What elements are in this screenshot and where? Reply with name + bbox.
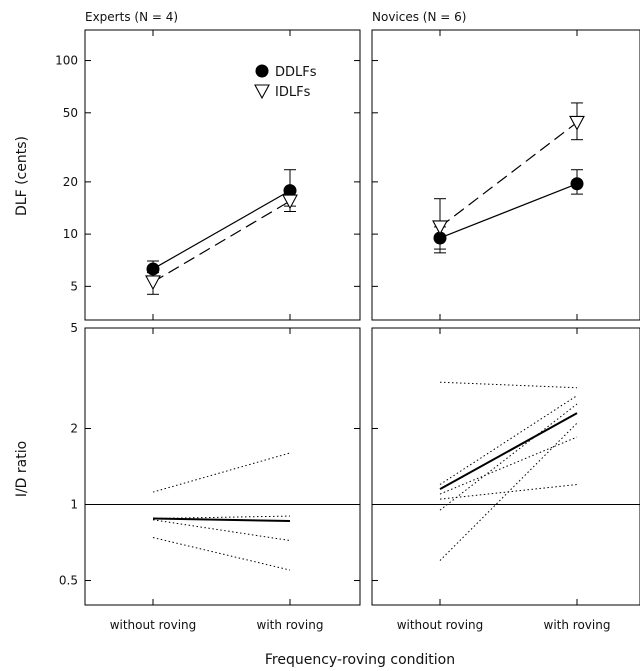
x-tick-label-left-2: with roving xyxy=(257,618,324,632)
legend-marker-ddlfs xyxy=(255,64,269,78)
top-ytick-label-2: 20 xyxy=(63,175,78,189)
x-axis-label: Frequency-roving condition xyxy=(265,652,455,668)
individual-line-1-5 xyxy=(439,422,578,561)
legend-marker-idlfs xyxy=(254,84,270,100)
line-idlfs-panel-1 xyxy=(439,121,578,228)
individual-line-1-2 xyxy=(439,436,578,495)
point-idlfs-1-0 xyxy=(432,220,448,236)
point-idlfs-0-0 xyxy=(145,275,161,291)
legend-label-ddlfs: DDLFs xyxy=(275,65,317,80)
top-ytick-label-3: 50 xyxy=(63,106,78,120)
point-idlfs-1-1 xyxy=(569,115,585,131)
y-axis-label-top: DLF (cents) xyxy=(14,136,30,216)
bottom-ytick-label-2: 2 xyxy=(70,421,78,435)
mean-line-1 xyxy=(439,412,578,491)
panel-frame-bottom-right xyxy=(371,327,640,606)
top-ytick-label-4: 100 xyxy=(55,54,78,68)
point-idlfs-0-1 xyxy=(282,194,298,210)
bottom-ytick-label-3: 5 xyxy=(70,321,78,335)
panel-frame-bottom-left xyxy=(84,327,361,606)
individual-line-1-4 xyxy=(439,403,578,511)
plot-layer: 5 10 20 50 100 0.5 1 2 5 DDLFs IDLFs xyxy=(55,29,640,606)
individual-line-0-0 xyxy=(152,452,291,493)
bottom-ytick-label-0: 0.5 xyxy=(59,574,78,588)
mean-line-0 xyxy=(152,517,291,523)
point-ddlfs-0-1 xyxy=(283,184,297,198)
point-ddlfs-1-0 xyxy=(433,231,447,245)
individual-line-1-1 xyxy=(439,395,578,485)
panel-title-novices: Novices (N = 6) xyxy=(372,10,466,24)
individual-line-0-2 xyxy=(152,515,291,520)
panel-title-experts: Experts (N = 4) xyxy=(85,10,178,24)
line-ddlfs-panel-0 xyxy=(152,190,291,270)
individual-line-1-0 xyxy=(439,381,578,389)
y-axis-label-bottom: I/D ratio xyxy=(14,441,30,497)
point-ddlfs-1-1 xyxy=(570,177,584,191)
individual-line-0-3 xyxy=(152,537,291,571)
line-ddlfs-panel-1 xyxy=(439,183,578,239)
panel-frame-top-left xyxy=(84,29,361,321)
x-tick-label-right-2: with roving xyxy=(544,618,611,632)
x-tick-label-right-1: without roving xyxy=(397,618,484,632)
top-ytick-label-0: 5 xyxy=(70,279,78,293)
legend-label-idlfs: IDLFs xyxy=(275,85,311,100)
panel-frame-top-right xyxy=(371,29,640,321)
top-ytick-label-1: 10 xyxy=(63,227,78,241)
bottom-ytick-label-1: 1 xyxy=(70,498,78,512)
point-ddlfs-0-0 xyxy=(146,262,160,276)
x-tick-label-left-1: without roving xyxy=(110,618,197,632)
individual-line-0-1 xyxy=(152,519,291,542)
line-idlfs-panel-0 xyxy=(152,200,291,283)
